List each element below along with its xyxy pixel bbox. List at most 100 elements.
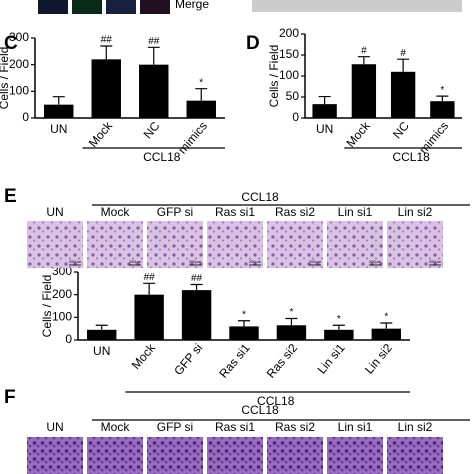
bar — [91, 59, 121, 118]
image-label: Lin si1 — [338, 420, 373, 434]
image-label: GFP si — [157, 420, 193, 434]
panel-letter: C — [4, 33, 18, 54]
x-tick-label: NC — [390, 119, 412, 142]
micrograph — [207, 437, 263, 474]
error-bar — [397, 58, 410, 72]
significance-marker: * — [337, 314, 341, 325]
significance-marker: * — [384, 312, 388, 323]
error-bar — [195, 88, 208, 101]
error-bar — [190, 283, 203, 291]
y-tick-label: 0 — [292, 110, 299, 124]
bar — [312, 104, 337, 118]
group-label: CCL18 — [257, 394, 295, 408]
error-bar — [357, 56, 370, 65]
micrograph — [267, 221, 323, 268]
panel-letter: D — [246, 33, 260, 54]
x-tick-label: Ras si1 — [216, 341, 253, 381]
bar — [276, 325, 307, 340]
micrograph — [327, 437, 383, 474]
group-label: CCL18 — [143, 150, 181, 164]
image-label: GFP si — [157, 205, 193, 219]
x-tick-label: UN — [50, 122, 67, 136]
error-bar — [238, 320, 250, 327]
x-tick-label: Mock — [86, 118, 116, 150]
significance-marker: ## — [101, 35, 113, 46]
bar — [186, 100, 216, 118]
image-label: UN — [46, 420, 63, 434]
panel-letter: E — [4, 186, 17, 207]
significance-marker: # — [361, 45, 367, 56]
bar — [371, 328, 401, 340]
bar — [181, 290, 212, 340]
micrograph — [27, 437, 83, 474]
micrograph — [147, 221, 203, 268]
bar — [44, 104, 74, 118]
top-strip — [38, 0, 462, 14]
micrograph — [147, 437, 203, 474]
x-tick-label: Lin si1 — [315, 341, 348, 377]
image-label: Merge — [175, 0, 209, 11]
bar — [229, 326, 259, 340]
bar — [351, 64, 377, 118]
x-tick-label: Ras si2 — [264, 341, 301, 381]
error-bar — [147, 46, 160, 65]
y-tick-label: 100 — [9, 84, 29, 98]
bar — [390, 71, 416, 118]
y-axis-label: Cells / Field — [40, 275, 54, 338]
scale-bar-label: 200µm — [309, 259, 322, 264]
x-tick-label: Mock — [343, 118, 373, 150]
scale-bar-label: 200µm — [129, 259, 142, 264]
error-bar — [380, 322, 393, 329]
micrograph — [387, 221, 443, 268]
image-label: UN — [46, 205, 63, 219]
y-tick-label: 300 — [9, 30, 29, 44]
x-tick-label: Mock — [129, 340, 159, 372]
image-label: Ras si1 — [215, 420, 255, 434]
y-tick-label: 150 — [279, 47, 299, 61]
error-bar — [436, 95, 449, 102]
y-tick-label: 200 — [9, 57, 29, 71]
scale-bar-label: 200µm — [189, 259, 202, 264]
y-tick-label: 0 — [65, 332, 72, 346]
micrograph — [27, 221, 83, 268]
bar — [87, 329, 117, 340]
y-axis-label: Cells / Field — [0, 47, 11, 110]
panel-letter: F — [4, 387, 16, 408]
significance-marker: * — [289, 307, 293, 318]
image-label: Mock — [101, 420, 131, 434]
micrograph — [267, 437, 323, 474]
significance-marker: * — [440, 85, 444, 96]
significance-marker: ## — [144, 272, 156, 283]
scale-bar-label: 200µm — [69, 259, 82, 264]
error-bar — [285, 317, 298, 326]
significance-marker: # — [400, 48, 406, 59]
error-bar — [52, 96, 65, 105]
error-bar — [95, 324, 108, 330]
x-tick-label: GFP si — [171, 341, 205, 378]
error-bar — [100, 45, 113, 60]
y-tick-label: 0 — [22, 110, 29, 124]
significance-marker: * — [242, 309, 246, 320]
y-tick-label: 50 — [286, 89, 300, 103]
y-axis-label: Cells / Field — [267, 45, 281, 108]
error-bar — [332, 324, 345, 330]
scale-bar-label: 200µm — [369, 259, 382, 264]
significance-marker: ## — [191, 273, 203, 284]
y-tick-label: 200 — [52, 287, 72, 301]
image-label: Mock — [101, 205, 131, 219]
image-label: Lin si2 — [398, 205, 433, 219]
bar — [324, 329, 354, 340]
image-label: Lin si1 — [338, 205, 373, 219]
bar — [139, 64, 169, 118]
image-label: Ras si2 — [275, 420, 315, 434]
x-tick-label: UN — [93, 344, 110, 358]
significance-marker: ## — [148, 36, 160, 47]
error-bar — [143, 282, 156, 295]
y-tick-label: 100 — [279, 68, 299, 82]
micrograph — [87, 437, 143, 474]
group-label: CCL18 — [241, 190, 279, 204]
micrograph — [87, 221, 143, 268]
x-tick-label: Lin si2 — [362, 341, 395, 377]
y-tick-label: 200 — [279, 26, 299, 40]
